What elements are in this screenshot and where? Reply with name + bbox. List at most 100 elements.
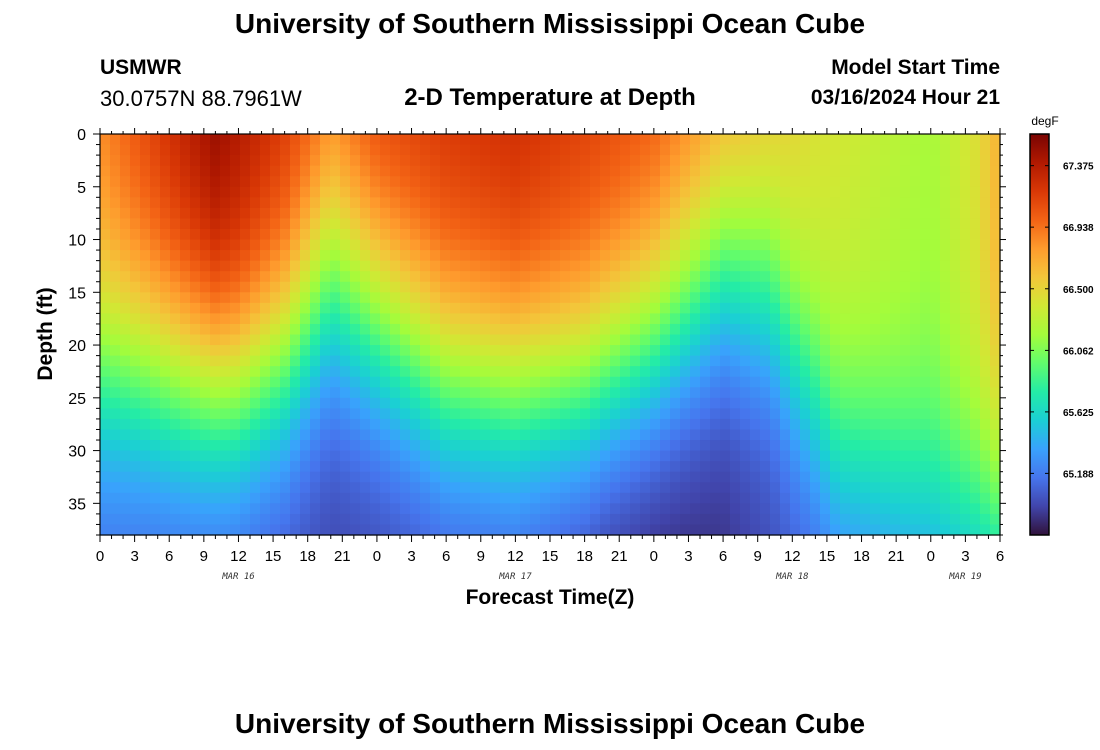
- heatmap-cell: [140, 492, 151, 504]
- heatmap-cell: [590, 271, 601, 283]
- heatmap-cell: [650, 492, 661, 504]
- heatmap-cell: [280, 513, 291, 526]
- heatmap-cell: [710, 513, 721, 526]
- heatmap-cell: [720, 239, 731, 251]
- heatmap-cell: [830, 334, 841, 346]
- heatmap-cell: [150, 228, 161, 241]
- heatmap-cell: [270, 228, 281, 241]
- heatmap-cell: [680, 271, 691, 283]
- heatmap-cell: [570, 450, 581, 462]
- heatmap-cell: [820, 376, 831, 388]
- heatmap-cell: [500, 355, 511, 367]
- heatmap-cell: [920, 355, 931, 367]
- heatmap-cell: [670, 334, 681, 346]
- heatmap-cell: [430, 450, 441, 462]
- heatmap-cell: [200, 292, 211, 304]
- heatmap-cell: [140, 376, 151, 388]
- heatmap-cell: [310, 302, 321, 314]
- heatmap-cell: [770, 397, 781, 409]
- heatmap-cell: [810, 323, 821, 336]
- heatmap-cell: [980, 418, 991, 431]
- heatmap-cell: [380, 503, 391, 515]
- heatmap-cell: [260, 323, 271, 336]
- heatmap-cell: [410, 165, 421, 177]
- heatmap-cell: [330, 408, 341, 420]
- heatmap-cell: [780, 176, 791, 188]
- heatmap-cell: [910, 366, 921, 378]
- heatmap-cell: [630, 345, 641, 357]
- heatmap-cell: [320, 334, 331, 346]
- heatmap-cell: [860, 292, 871, 304]
- heatmap-cell: [670, 207, 681, 220]
- heatmap-cell: [730, 281, 741, 293]
- heatmap-cell: [150, 186, 161, 198]
- heatmap-cell: [420, 461, 431, 473]
- heatmap-cell: [310, 197, 321, 209]
- x-tick-label: 12: [230, 548, 247, 565]
- heatmap-cell: [350, 450, 361, 462]
- heatmap-cell: [200, 144, 211, 156]
- heatmap-cell: [720, 323, 731, 336]
- heatmap-cell: [730, 250, 741, 262]
- heatmap-cell: [540, 218, 551, 230]
- heatmap-cell: [160, 323, 171, 336]
- heatmap-cell: [170, 155, 181, 167]
- heatmap-cell: [120, 440, 131, 452]
- heatmap-cell: [770, 165, 781, 177]
- heatmap-cell: [460, 482, 471, 494]
- heatmap-cell: [210, 302, 221, 314]
- heatmap-cell: [480, 155, 491, 167]
- heatmap-cell: [410, 471, 421, 483]
- heatmap-cell: [170, 323, 181, 336]
- heatmap-cell: [910, 281, 921, 293]
- heatmap-cell: [250, 207, 261, 220]
- heatmap-cell: [870, 471, 881, 483]
- heatmap-cell: [210, 408, 221, 420]
- heatmap-cell: [820, 397, 831, 409]
- heatmap-cell: [820, 134, 831, 146]
- heatmap-cell: [620, 471, 631, 483]
- heatmap-cell: [270, 355, 281, 367]
- heatmap-cell: [920, 218, 931, 230]
- heatmap-cell: [940, 387, 951, 399]
- heatmap-cell: [390, 250, 401, 262]
- heatmap-cell: [210, 239, 221, 251]
- heatmap-cell: [130, 387, 141, 399]
- heatmap-cell: [210, 524, 221, 536]
- heatmap-cell: [390, 323, 401, 336]
- heatmap-cell: [470, 408, 481, 420]
- heatmap-cell: [460, 186, 471, 198]
- heatmap-cell: [200, 302, 211, 314]
- heatmap-cell: [840, 218, 851, 230]
- heatmap-cell: [250, 345, 261, 357]
- heatmap-cell: [980, 250, 991, 262]
- heatmap-cell: [340, 250, 351, 262]
- heatmap-cell: [730, 345, 741, 357]
- heatmap-cell: [960, 503, 971, 515]
- heatmap-cell: [950, 450, 961, 462]
- heatmap-cell: [770, 281, 781, 293]
- heatmap-cell: [740, 313, 751, 325]
- heatmap-cell: [550, 271, 561, 283]
- heatmap-cell: [560, 408, 571, 420]
- heatmap-cell: [380, 176, 391, 188]
- heatmap-cell: [500, 239, 511, 251]
- heatmap-cell: [220, 408, 231, 420]
- heatmap-cell: [810, 513, 821, 526]
- heatmap-cell: [740, 197, 751, 209]
- heatmap-cell: [630, 271, 641, 283]
- heatmap-cell: [230, 461, 241, 473]
- heatmap-cell: [100, 302, 111, 314]
- heatmap-cell: [230, 418, 241, 431]
- x-tick-label: 21: [334, 548, 351, 565]
- heatmap-cell: [890, 450, 901, 462]
- heatmap-cell: [810, 482, 821, 494]
- heatmap-cell: [150, 376, 161, 388]
- heatmap-cell: [340, 450, 351, 462]
- heatmap-cell: [500, 397, 511, 409]
- heatmap-cell: [110, 292, 121, 304]
- heatmap-cell: [780, 492, 791, 504]
- heatmap-cell: [420, 513, 431, 526]
- x-tick-label: 21: [611, 548, 628, 565]
- heatmap-cell: [850, 492, 861, 504]
